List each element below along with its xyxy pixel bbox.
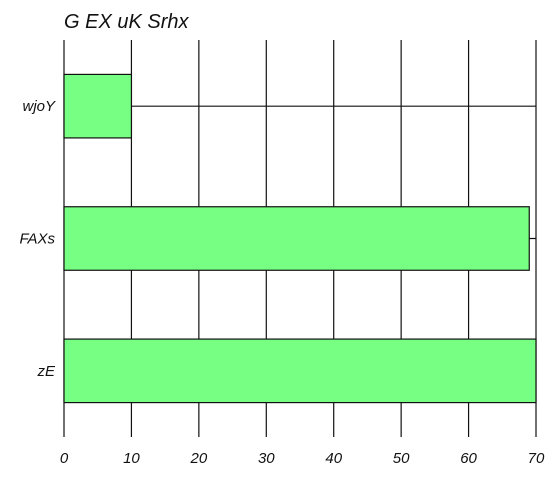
x-tick-label: 20 — [190, 450, 208, 467]
x-tick-label: 10 — [123, 450, 140, 467]
x-tick-label: 60 — [460, 450, 477, 467]
bar-zE — [63, 338, 537, 404]
bar-wjoY — [63, 73, 133, 139]
y-tick-label: FAXs — [19, 231, 55, 248]
x-tick-label: 30 — [258, 450, 275, 467]
x-tick-label: 40 — [325, 450, 342, 467]
y-tick-labels: wjoY FAXs zE — [19, 98, 56, 380]
y-tick-label: zE — [36, 363, 56, 380]
y-tick-label: wjoY — [22, 98, 56, 115]
x-tick-label: 0 — [60, 450, 69, 467]
chart-title: G EX uK Srhx — [64, 11, 189, 33]
bar-FAXs — [63, 206, 530, 271]
x-tick-label: 50 — [393, 450, 410, 467]
x-tick-label: 70 — [528, 450, 545, 467]
bars — [63, 73, 537, 404]
x-tick-labels: 0 10 20 30 40 50 60 70 — [60, 450, 545, 467]
